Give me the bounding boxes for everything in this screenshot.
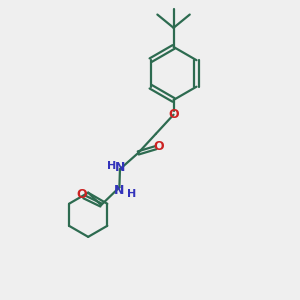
- Text: O: O: [76, 188, 87, 201]
- Text: H: H: [127, 189, 136, 199]
- Text: O: O: [168, 108, 179, 121]
- Text: N: N: [116, 161, 126, 174]
- Text: O: O: [154, 140, 164, 153]
- Text: H: H: [107, 160, 116, 171]
- Text: N: N: [114, 184, 124, 197]
